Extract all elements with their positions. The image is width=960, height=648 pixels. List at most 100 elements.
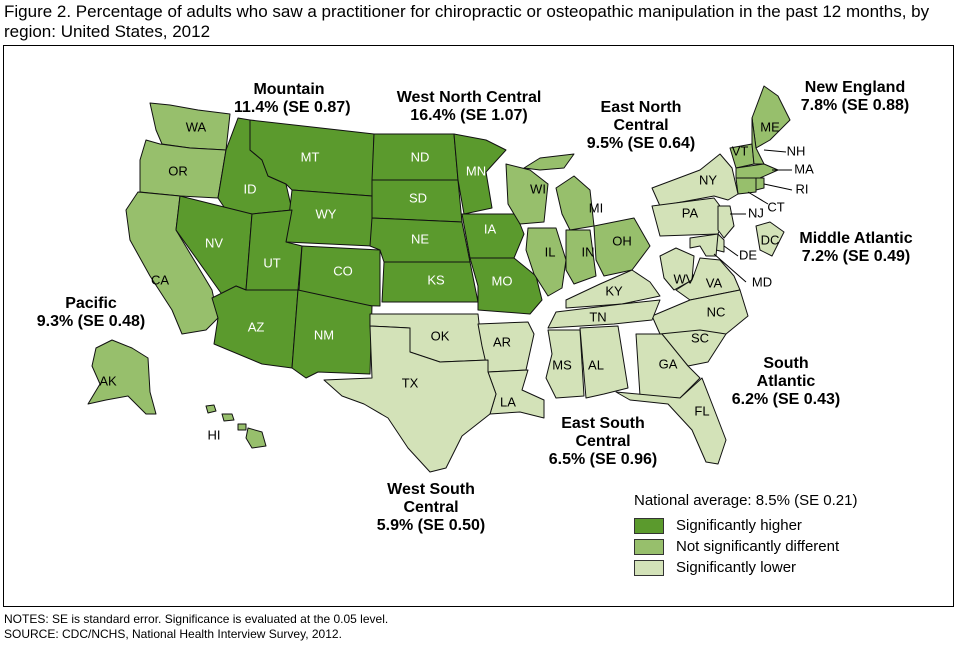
region-name: Pacific <box>65 295 117 312</box>
state-me <box>751 85 791 149</box>
region-name: West North Central <box>396 89 542 106</box>
leader-ct <box>747 191 769 205</box>
state-mn <box>453 133 507 215</box>
state-in <box>565 229 597 285</box>
legend-swatch-not-different <box>634 538 664 555</box>
state-label-ok: OK <box>431 328 450 343</box>
source-line: SOURCE: CDC/NCHS, National Health Interv… <box>4 627 342 641</box>
legend-swatch-lower <box>634 559 664 576</box>
state-ia <box>461 213 525 259</box>
state-label-al: AL <box>588 357 604 372</box>
region-name: Atlantic <box>756 373 816 390</box>
state-label-pa: PA <box>682 205 699 220</box>
state-nj <box>717 205 735 239</box>
legend-title: National average: 8.5% (SE 0.21) <box>634 492 858 509</box>
region-name: New England <box>804 79 906 96</box>
state-label-wa: WA <box>186 119 207 134</box>
notes-line: NOTES: SE is standard error. Significanc… <box>4 612 389 626</box>
legend-swatch-higher <box>634 517 664 534</box>
region-name: Mountain <box>253 81 325 98</box>
state-md <box>689 233 719 257</box>
state-label-ar: AR <box>493 334 511 349</box>
state-label-tx: TX <box>402 375 419 390</box>
state-label-nm: NM <box>314 327 334 342</box>
state-label-il: IL <box>545 244 556 259</box>
region-name: East South <box>561 415 645 432</box>
state-co <box>297 245 381 307</box>
state-label-mi: MI <box>589 200 603 215</box>
state-label-sd: SD <box>409 190 427 205</box>
state-label-ca: CA <box>151 272 169 287</box>
state-label-mn: MN <box>466 163 486 178</box>
region-name: Central <box>403 499 459 516</box>
state-label-la: LA <box>500 394 516 409</box>
state-label-nd: ND <box>411 149 430 164</box>
state-tx <box>323 325 497 473</box>
state-label-ky: KY <box>605 283 623 298</box>
region-label-west-south-central: West South Central 5.9% (SE 0.50) <box>366 481 496 535</box>
region-label-mountain: Mountain 11.4% (SE 0.87) <box>234 81 351 117</box>
legend-item-lower: Significantly lower <box>634 557 934 578</box>
state-az <box>211 285 299 369</box>
state-label-de: DE <box>739 247 757 262</box>
state-mi-up <box>523 153 575 171</box>
region-label-middle-atlantic: Middle Atlantic 7.2% (SE 0.49) <box>786 230 926 266</box>
state-label-ct: CT <box>767 199 784 214</box>
region-value: 6.5% (SE 0.96) <box>548 451 658 468</box>
state-nm <box>291 289 373 379</box>
state-label-ia: IA <box>484 221 497 236</box>
state-ma <box>735 163 779 179</box>
legend-item-not-different: Not significantly different <box>634 536 934 557</box>
state-label-fl: FL <box>694 403 709 418</box>
state-hi-2 <box>221 413 235 422</box>
state-ky <box>565 269 661 309</box>
state-label-me: ME <box>760 119 780 134</box>
state-label-nh: NH <box>787 143 806 158</box>
state-label-nv: NV <box>205 235 223 250</box>
state-label-ne: NE <box>411 231 429 246</box>
state-ak <box>87 339 157 415</box>
state-label-ma: MA <box>794 161 814 176</box>
region-name: South <box>763 355 809 372</box>
state-hi-1 <box>205 404 217 414</box>
state-ct <box>735 177 757 195</box>
state-il <box>525 227 567 297</box>
region-name: Central <box>613 117 669 134</box>
state-label-ga: GA <box>659 356 678 371</box>
legend-label: Not significantly different <box>676 538 840 555</box>
state-ny <box>651 153 739 207</box>
state-fl <box>615 377 727 465</box>
state-wi <box>505 163 549 225</box>
state-label-nc: NC <box>707 304 726 319</box>
state-label-sc: SC <box>691 330 709 345</box>
legend-label: Significantly higher <box>676 517 802 534</box>
region-label-west-north-central: West North Central 16.4% (SE 1.07) <box>384 89 554 125</box>
region-name: West South <box>387 481 475 498</box>
state-label-in: IN <box>582 244 595 259</box>
region-value: 9.5% (SE 0.64) <box>586 135 696 152</box>
state-label-id: ID <box>244 181 257 196</box>
legend-label: Significantly lower <box>676 559 797 576</box>
region-value: 9.3% (SE 0.48) <box>36 313 146 330</box>
notes: NOTES: SE is standard error. Significanc… <box>4 612 388 642</box>
state-label-mt: MT <box>301 149 320 164</box>
map-frame <box>3 45 954 607</box>
state-label-wv: WV <box>674 271 695 286</box>
figure-title: Figure 2. Percentage of adults who saw a… <box>4 2 930 41</box>
region-label-pacific: Pacific 9.3% (SE 0.48) <box>26 295 156 331</box>
state-label-wi: WI <box>530 181 546 196</box>
state-label-ms: MS <box>552 357 572 372</box>
state-label-ri: RI <box>796 181 809 196</box>
region-name: East North <box>600 99 682 116</box>
region-label-south-atlantic: South Atlantic 6.2% (SE 0.43) <box>716 355 856 409</box>
state-label-ny: NY <box>699 172 717 187</box>
legend-item-higher: Significantly higher <box>634 515 934 536</box>
region-value: 7.8% (SE 0.88) <box>800 97 910 114</box>
state-label-or: OR <box>168 163 188 178</box>
region-value: 11.4% (SE 0.87) <box>234 99 351 116</box>
state-nh <box>751 117 765 165</box>
state-label-ut: UT <box>263 255 280 270</box>
region-value: 16.4% (SE 1.07) <box>410 107 528 124</box>
legend: National average: 8.5% (SE 0.21) Signifi… <box>634 492 934 578</box>
